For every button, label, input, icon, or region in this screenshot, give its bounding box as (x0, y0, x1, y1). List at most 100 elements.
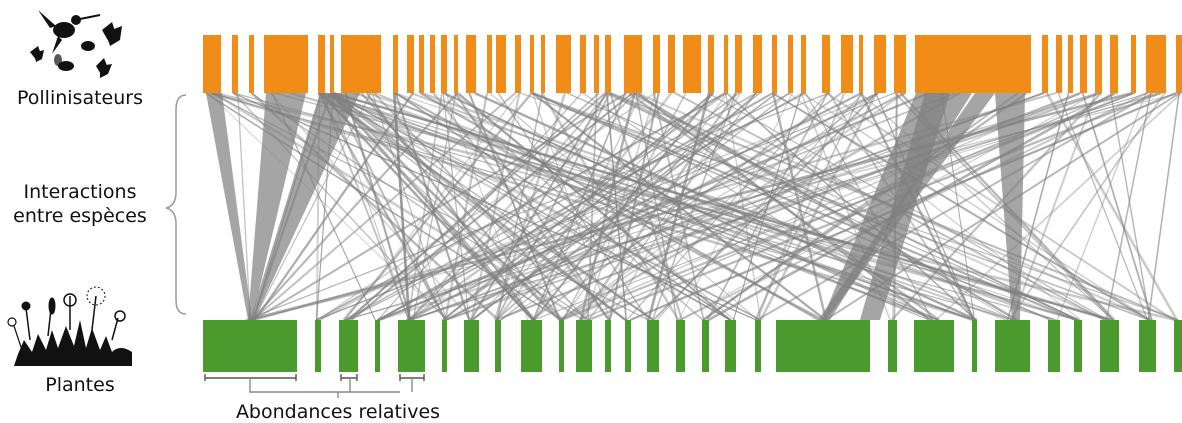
pollinator-bar (203, 35, 221, 93)
interaction-link (1057, 92, 1149, 321)
pollinator-bar (264, 35, 308, 93)
interaction-link-wide (250, 93, 360, 320)
pollinator-bar (1095, 35, 1102, 93)
interaction-link (444, 92, 907, 321)
interaction-link (270, 92, 473, 321)
interaction-link (1081, 92, 1153, 321)
interaction-link (394, 92, 1078, 321)
plant-bar (495, 320, 501, 372)
interaction-link (558, 92, 906, 321)
interaction-link (532, 92, 626, 321)
interaction-link (1105, 92, 1152, 321)
interaction-link (559, 92, 878, 321)
interaction-link (329, 92, 534, 321)
plant-bar (914, 320, 954, 372)
pollinator-bar (541, 35, 545, 93)
interaction-link (631, 92, 1013, 321)
plant-bar (464, 320, 479, 372)
interaction-link (317, 92, 655, 321)
plant-bar (1074, 320, 1082, 372)
interaction-link (408, 92, 637, 321)
plants-label: Plantes (45, 374, 114, 396)
interaction-link (250, 92, 1182, 321)
pollinators-label: Pollinisateurs (17, 87, 143, 109)
interaction-link (497, 92, 649, 321)
pollinator-bar (556, 35, 571, 93)
pollinator-bar (1068, 35, 1073, 93)
interaction-link (406, 92, 863, 321)
interaction-link (935, 92, 1182, 321)
plant-bar (972, 320, 977, 372)
interaction-link (771, 92, 1150, 321)
pollinator-bar (1056, 35, 1062, 93)
interaction-link (633, 91, 1018, 322)
interaction-link (378, 92, 774, 321)
interaction-link (495, 92, 673, 321)
plant-bar (625, 320, 631, 372)
plant-bar (315, 320, 321, 372)
interactions-brace (165, 94, 187, 315)
pollinator-bar (430, 35, 435, 93)
interaction-link-wide (206, 93, 252, 320)
pollinator-bar (441, 35, 447, 93)
pollinator-bar (735, 35, 742, 93)
interaction-link (457, 92, 731, 321)
interaction-link (1110, 92, 1151, 321)
pollinators-icon (30, 10, 122, 78)
interaction-link (678, 92, 793, 321)
interaction-link (445, 92, 1102, 321)
pollinator-bar (788, 35, 793, 93)
pollinator-bar (487, 35, 492, 93)
interaction-link (378, 91, 930, 322)
interaction-link (444, 91, 879, 322)
interaction-link (578, 92, 1118, 321)
interaction-link (608, 92, 1106, 321)
pollinator-bar (330, 35, 334, 93)
interaction-link (754, 92, 862, 321)
interaction-link (412, 92, 457, 321)
interaction-link (421, 91, 1055, 322)
interaction-link (1056, 92, 1147, 321)
interactions-label-line1: Interactions (24, 181, 137, 203)
plant-bar (521, 320, 542, 372)
pollinator-bar (683, 35, 701, 93)
interaction-link (532, 92, 611, 321)
interaction-link (393, 92, 411, 321)
plant-bar (647, 320, 659, 372)
interaction-link (531, 92, 1051, 321)
plant-bar (375, 320, 380, 372)
pollinator-bar (496, 35, 506, 93)
interaction-link (252, 92, 628, 321)
interaction-link (319, 92, 1078, 321)
interaction-link (406, 92, 1149, 321)
interaction-link (395, 92, 732, 321)
pollinator-bar (724, 35, 728, 93)
interaction-link (1147, 92, 1180, 321)
plant-bar (339, 320, 358, 372)
pollinator-bar (1131, 35, 1136, 93)
interaction-link (247, 91, 1133, 322)
interaction-link (559, 92, 1083, 321)
interaction-link (376, 92, 956, 321)
pollinator-bar (419, 35, 424, 93)
interaction-link (342, 92, 533, 321)
abundance-brackets (204, 374, 425, 398)
plant-bar (576, 320, 592, 372)
interaction-link (333, 92, 731, 321)
interaction-link (316, 92, 895, 321)
interaction-link (233, 92, 1057, 321)
pollinator-bar (341, 35, 381, 93)
plants-icon (7, 286, 132, 366)
plant-bar (398, 320, 425, 372)
interaction-link (533, 92, 1136, 321)
interaction-link (329, 92, 409, 321)
pollinator-bar (859, 35, 863, 93)
pollinator-bar (318, 35, 325, 93)
interaction-link (442, 92, 470, 321)
pollinator-bar (1146, 35, 1166, 93)
pollinator-bar (801, 35, 806, 93)
interaction-link (579, 92, 737, 321)
pollinator-bar (1176, 35, 1182, 93)
pollinator-bar (894, 35, 906, 93)
interaction-link (442, 92, 714, 321)
